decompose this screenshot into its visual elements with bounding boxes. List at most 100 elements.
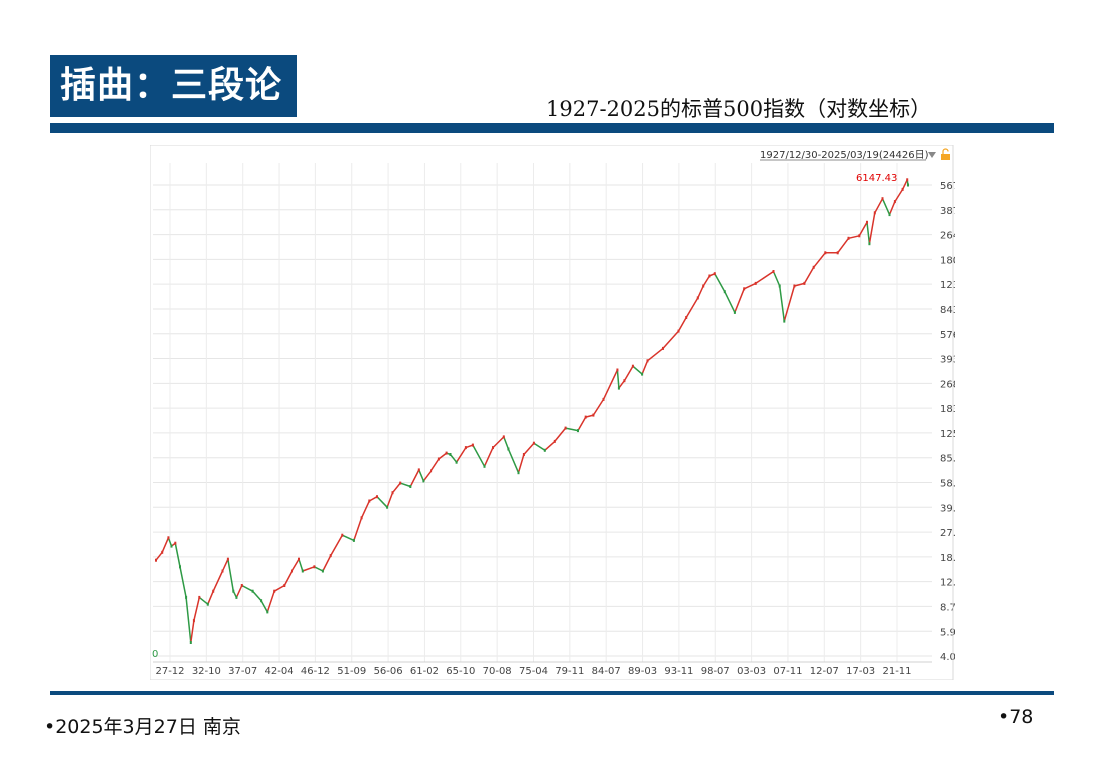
x-tick-label: 56-06: [374, 666, 403, 677]
data-point: [543, 448, 546, 452]
series-segment: [714, 272, 726, 293]
y-tick-label: 27.29: [940, 528, 955, 539]
series-segment: [616, 369, 620, 389]
series-segment: [302, 566, 316, 572]
data-point: [772, 270, 775, 273]
series-segment: [329, 534, 344, 557]
slide-title: 插曲：三段论: [50, 55, 297, 117]
data-point: [321, 569, 324, 573]
data-point: [713, 272, 716, 276]
data-point: [906, 178, 909, 182]
series-segment: [241, 584, 254, 592]
data-point: [631, 364, 634, 368]
series-segment: [685, 297, 699, 319]
series-segment: [179, 566, 187, 599]
series-segment: [677, 316, 687, 332]
series-segment: [422, 470, 432, 482]
series-segment: [291, 558, 300, 572]
data-point: [824, 251, 827, 255]
y-tick-label: 1235.11: [940, 280, 955, 291]
data-point: [577, 429, 579, 433]
y-tick-label: 3876.30: [940, 206, 955, 217]
series-segment: [743, 282, 757, 290]
series-segment: [283, 570, 293, 587]
data-point: [189, 641, 192, 644]
data-point: [522, 453, 525, 456]
data-point: [455, 460, 458, 464]
data-point: [623, 379, 626, 383]
series-segment: [564, 427, 579, 432]
series-segment: [235, 584, 243, 599]
data-point: [352, 538, 355, 542]
x-tick-label: 70-08: [483, 666, 512, 677]
series-segment: [874, 197, 884, 214]
data-point: [291, 569, 293, 573]
data-point: [532, 441, 535, 445]
data-point: [273, 589, 276, 593]
series-segment: [803, 266, 815, 285]
series-segment: [353, 517, 363, 542]
y-tick-label: 393.54: [940, 355, 955, 366]
data-point: [517, 471, 520, 475]
data-point: [313, 565, 316, 569]
data-point: [221, 569, 224, 573]
x-tick-label: 12-07: [810, 666, 839, 677]
series-segment: [430, 458, 440, 472]
y-tick-label: 39.95: [940, 503, 955, 514]
data-point: [192, 619, 195, 623]
data-point: [502, 435, 505, 439]
x-tick-label: 61-02: [410, 666, 439, 677]
series-segment: [641, 360, 649, 375]
x-tick-label: 07-11: [773, 666, 802, 677]
data-point: [836, 251, 839, 255]
series-segment: [754, 270, 775, 285]
data-point: [417, 468, 420, 472]
data-point: [161, 550, 164, 554]
x-tick-label: 32-10: [192, 666, 221, 677]
lock-icon[interactable]: [941, 148, 950, 160]
data-point: [368, 499, 371, 503]
series-segment: [847, 235, 861, 240]
series-segment: [901, 179, 908, 191]
data-point: [868, 242, 871, 246]
data-point: [592, 413, 595, 417]
series-segment: [544, 440, 556, 452]
data-point: [449, 453, 452, 456]
data-point: [251, 589, 254, 593]
data-point: [685, 316, 688, 319]
series-segment: [438, 452, 448, 460]
series-segment: [298, 558, 304, 572]
series-segment: [273, 584, 286, 592]
date-range-label[interactable]: 1927/12/30-2025/03/19(24426日): [760, 150, 929, 161]
data-point: [907, 183, 909, 187]
series-segment: [632, 365, 643, 375]
data-point: [564, 426, 567, 430]
data-point: [754, 281, 757, 285]
data-point: [437, 457, 440, 461]
series-segment: [507, 448, 520, 474]
series-segment: [193, 596, 201, 622]
x-tick-label: 75-04: [519, 666, 548, 677]
series-segment: [584, 414, 595, 418]
data-point: [553, 439, 556, 443]
data-point: [422, 479, 425, 483]
dropdown-triangle-icon[interactable]: [928, 152, 936, 158]
data-point: [723, 290, 726, 294]
y-tick-label: 18.64: [940, 553, 955, 564]
series-segment: [174, 542, 181, 568]
x-tick-label: 84-07: [592, 666, 621, 677]
x-tick-label: 51-09: [337, 666, 366, 677]
data-point: [793, 284, 796, 288]
data-point: [696, 296, 699, 300]
data-point: [360, 516, 363, 520]
series-segment: [221, 558, 229, 572]
series-segment: [376, 495, 388, 508]
series-segment: [623, 365, 634, 382]
series-segment: [409, 469, 420, 488]
data-point: [206, 602, 209, 606]
data-point: [232, 589, 235, 593]
data-point: [430, 469, 433, 473]
x-tick-label: 27-12: [155, 666, 184, 677]
series-segment: [399, 482, 412, 488]
data-point: [888, 213, 891, 217]
